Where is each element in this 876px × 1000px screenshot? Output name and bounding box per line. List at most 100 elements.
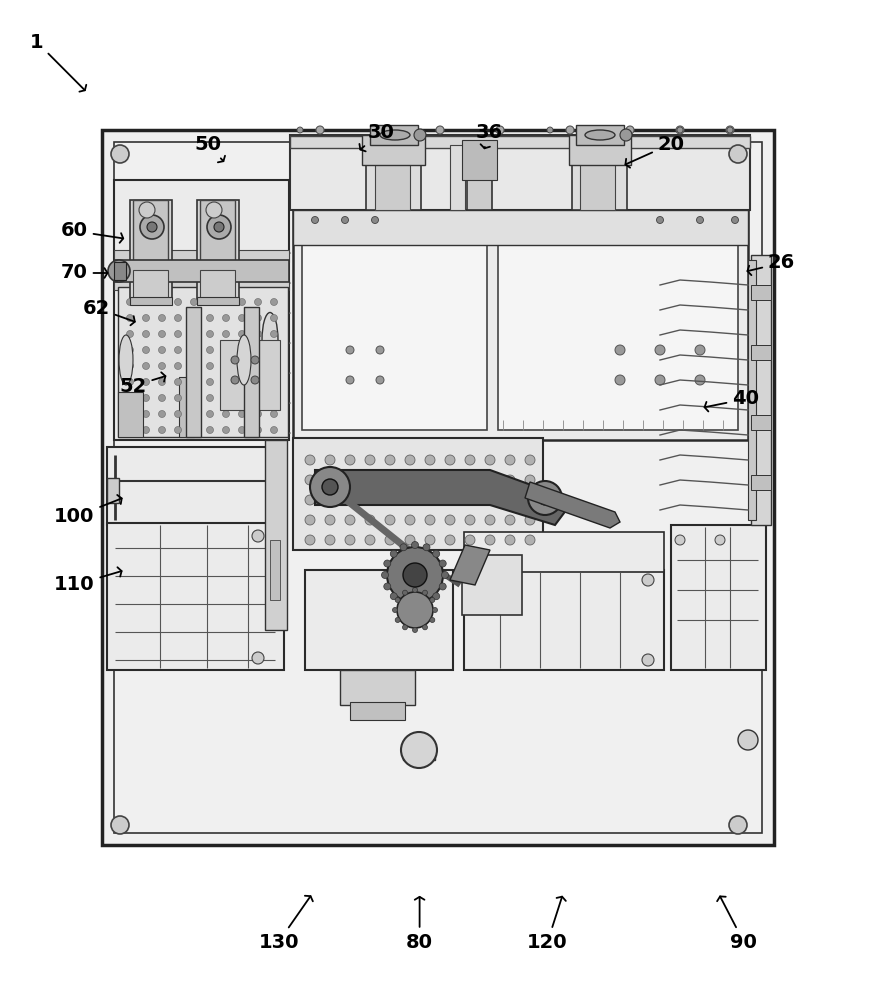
- Circle shape: [159, 314, 166, 322]
- Circle shape: [365, 495, 375, 505]
- Bar: [467, 145, 492, 210]
- Circle shape: [465, 535, 475, 545]
- Text: 80: 80: [406, 897, 433, 952]
- Circle shape: [422, 590, 427, 595]
- Bar: [671, 525, 766, 670]
- Circle shape: [395, 597, 400, 602]
- Bar: [751, 345, 771, 360]
- Bar: [450, 145, 465, 210]
- Circle shape: [384, 560, 391, 567]
- Circle shape: [677, 127, 683, 133]
- Ellipse shape: [237, 335, 251, 385]
- Polygon shape: [450, 545, 490, 585]
- Text: 100: 100: [54, 495, 122, 526]
- Bar: [370, 125, 418, 145]
- Polygon shape: [525, 482, 620, 528]
- Bar: [197, 200, 239, 300]
- Circle shape: [505, 455, 515, 465]
- Circle shape: [252, 530, 264, 542]
- Circle shape: [423, 544, 430, 551]
- Bar: [265, 440, 287, 630]
- Circle shape: [207, 426, 214, 434]
- Circle shape: [433, 593, 440, 600]
- Circle shape: [525, 475, 535, 485]
- Circle shape: [305, 515, 315, 525]
- Bar: [118, 392, 143, 437]
- Text: 50: 50: [194, 134, 225, 162]
- Circle shape: [615, 375, 625, 385]
- Circle shape: [214, 222, 224, 232]
- Circle shape: [126, 314, 133, 322]
- Circle shape: [238, 362, 245, 369]
- Bar: [350, 702, 405, 720]
- Circle shape: [715, 535, 725, 545]
- Circle shape: [395, 617, 400, 622]
- Circle shape: [385, 535, 395, 545]
- Circle shape: [397, 592, 433, 628]
- Circle shape: [159, 394, 166, 401]
- Circle shape: [139, 202, 155, 218]
- Circle shape: [271, 394, 278, 401]
- Bar: [200, 270, 235, 300]
- Circle shape: [252, 652, 264, 664]
- Text: 62: 62: [82, 298, 135, 325]
- Circle shape: [385, 475, 395, 485]
- Circle shape: [255, 362, 262, 369]
- Circle shape: [207, 362, 214, 369]
- Circle shape: [445, 455, 455, 465]
- Circle shape: [111, 145, 129, 163]
- Circle shape: [271, 378, 278, 385]
- Bar: [220, 340, 280, 410]
- Text: 20: 20: [625, 134, 684, 168]
- Circle shape: [365, 455, 375, 465]
- Circle shape: [143, 426, 150, 434]
- Circle shape: [729, 816, 747, 834]
- Bar: [245, 387, 257, 437]
- Circle shape: [223, 330, 230, 338]
- Circle shape: [445, 535, 455, 545]
- Bar: [293, 210, 748, 245]
- Circle shape: [439, 583, 446, 590]
- Circle shape: [126, 330, 133, 338]
- Circle shape: [413, 628, 418, 633]
- Circle shape: [414, 129, 426, 141]
- Circle shape: [402, 625, 407, 630]
- Circle shape: [126, 378, 133, 385]
- Text: 120: 120: [527, 897, 568, 952]
- Bar: [403, 748, 435, 760]
- Bar: [114, 142, 762, 833]
- Circle shape: [325, 535, 335, 545]
- Ellipse shape: [119, 335, 133, 385]
- Circle shape: [305, 475, 315, 485]
- Bar: [572, 145, 627, 210]
- Circle shape: [325, 495, 335, 505]
- Circle shape: [405, 535, 415, 545]
- Circle shape: [400, 599, 407, 606]
- Circle shape: [207, 378, 214, 385]
- Circle shape: [405, 515, 415, 525]
- Circle shape: [174, 362, 181, 369]
- Circle shape: [143, 362, 150, 369]
- Circle shape: [238, 378, 245, 385]
- Circle shape: [445, 515, 455, 525]
- Circle shape: [525, 455, 535, 465]
- Circle shape: [190, 378, 197, 385]
- Circle shape: [322, 479, 338, 495]
- Text: 52: 52: [119, 372, 166, 395]
- Bar: [498, 220, 738, 430]
- Text: 30: 30: [359, 122, 394, 151]
- Circle shape: [538, 491, 552, 505]
- Circle shape: [159, 378, 166, 385]
- Circle shape: [385, 495, 395, 505]
- Circle shape: [223, 426, 230, 434]
- Circle shape: [159, 298, 166, 306]
- Circle shape: [465, 455, 475, 465]
- Circle shape: [174, 410, 181, 418]
- Bar: [305, 570, 453, 670]
- Bar: [114, 260, 289, 282]
- Circle shape: [425, 475, 435, 485]
- Circle shape: [207, 394, 214, 401]
- Circle shape: [485, 515, 495, 525]
- Circle shape: [174, 330, 181, 338]
- Circle shape: [376, 126, 384, 134]
